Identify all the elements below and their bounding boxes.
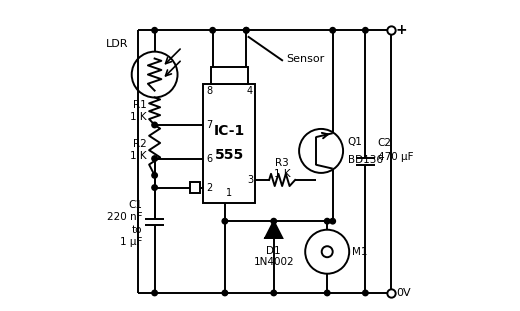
Circle shape bbox=[330, 27, 335, 33]
Text: M1: M1 bbox=[352, 247, 368, 257]
Text: 3: 3 bbox=[247, 175, 253, 185]
Text: R2: R2 bbox=[133, 139, 147, 149]
Circle shape bbox=[152, 122, 158, 128]
Circle shape bbox=[271, 218, 277, 224]
Text: 470 μF: 470 μF bbox=[378, 152, 413, 162]
Text: 1N4002: 1N4002 bbox=[253, 257, 294, 267]
Text: 1 μF: 1 μF bbox=[120, 237, 142, 247]
Circle shape bbox=[152, 173, 158, 178]
Text: D1: D1 bbox=[266, 246, 281, 256]
Circle shape bbox=[152, 27, 158, 33]
Circle shape bbox=[222, 218, 228, 224]
Circle shape bbox=[362, 290, 368, 296]
Circle shape bbox=[152, 290, 158, 296]
Text: 1 K: 1 K bbox=[131, 151, 147, 161]
Text: 1 K: 1 K bbox=[274, 169, 291, 179]
Text: 1: 1 bbox=[226, 188, 232, 198]
Text: 7: 7 bbox=[206, 120, 212, 130]
Circle shape bbox=[243, 27, 249, 33]
Text: 220 nF: 220 nF bbox=[107, 212, 142, 222]
Bar bbox=[203, 84, 255, 203]
Circle shape bbox=[222, 290, 228, 296]
Text: C1: C1 bbox=[128, 200, 142, 210]
Text: 1 K: 1 K bbox=[131, 112, 147, 122]
Text: Sensor: Sensor bbox=[286, 54, 324, 64]
Text: 2: 2 bbox=[206, 183, 212, 193]
Text: 4: 4 bbox=[247, 86, 253, 96]
Circle shape bbox=[324, 218, 330, 224]
Text: R1: R1 bbox=[133, 100, 147, 110]
Text: LDR: LDR bbox=[106, 39, 128, 49]
Bar bbox=[211, 67, 248, 84]
Text: BD136: BD136 bbox=[348, 155, 383, 165]
Text: to: to bbox=[132, 225, 142, 234]
Text: C2: C2 bbox=[378, 138, 392, 148]
Text: +: + bbox=[396, 23, 408, 37]
Circle shape bbox=[362, 27, 368, 33]
Text: IC-1: IC-1 bbox=[214, 124, 245, 138]
Circle shape bbox=[152, 156, 158, 161]
Text: R3: R3 bbox=[275, 158, 289, 168]
Text: Q1: Q1 bbox=[348, 137, 362, 147]
Circle shape bbox=[243, 27, 249, 33]
Text: 6: 6 bbox=[206, 154, 212, 164]
Text: 8: 8 bbox=[206, 86, 212, 96]
Polygon shape bbox=[265, 221, 282, 238]
Text: 0V: 0V bbox=[396, 288, 411, 298]
Circle shape bbox=[324, 290, 330, 296]
Circle shape bbox=[152, 185, 158, 190]
Circle shape bbox=[210, 27, 215, 33]
Bar bbox=[190, 182, 200, 193]
Circle shape bbox=[330, 218, 335, 224]
Circle shape bbox=[271, 290, 277, 296]
Text: 555: 555 bbox=[215, 148, 244, 163]
